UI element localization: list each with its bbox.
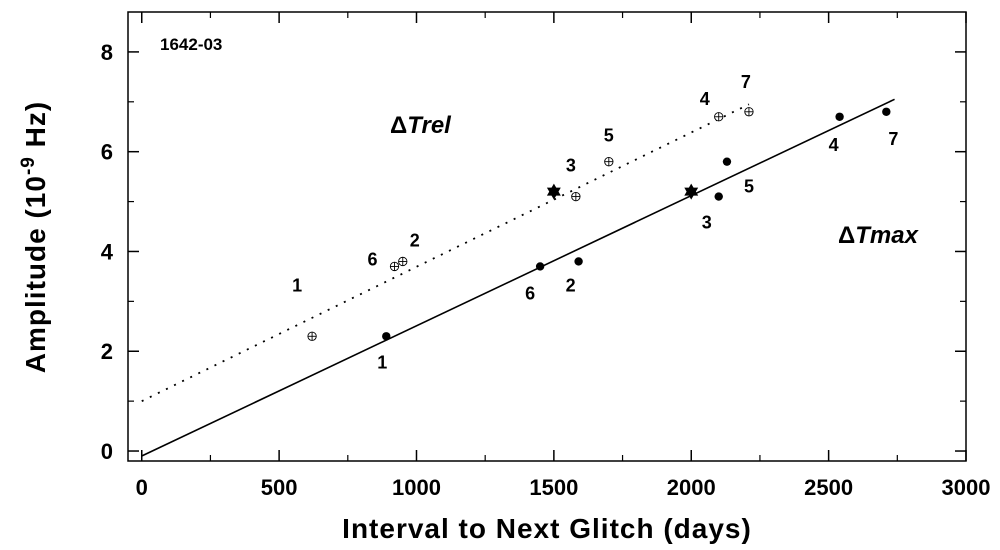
point-label-tmax: 1 [377,352,387,372]
x-tick-label: 2500 [804,475,853,500]
x-axis-title: Interval to Next Glitch (days) [342,513,752,544]
y-tick-label: 2 [101,339,113,364]
data-point-tmax [714,192,723,201]
chart-title: 1642-03 [160,35,222,54]
series-label-trel-symbol: Δ [390,112,407,139]
series-label-trel: ΔTrel [390,112,452,139]
series-label-tmax-text: Tmax [855,222,919,249]
data-points [307,107,891,341]
x-tick-label: 1500 [529,475,578,500]
point-label-tmax: 3 [702,213,712,233]
point-label-tmax: 5 [744,177,754,197]
data-point-tmax [722,157,732,166]
y-axis-title-unit: Hz) [20,101,51,156]
y-tick-label: 8 [101,40,113,65]
x-tick-label: 500 [261,475,298,500]
point-label-trel: 3 [566,156,576,176]
y-tick-label: 6 [101,140,113,165]
data-point-tmax [835,112,844,121]
point-label-tmax: 2 [566,275,576,295]
point-label-tmax: 7 [888,129,898,149]
data-point-trel [398,256,408,267]
data-point-trel [389,261,400,272]
x-axis-ticks: 0 500 1000 1500 2000 2500 3000 [136,12,991,500]
fit-line-tmax [141,98,895,457]
data-point-trel [714,112,724,122]
point-label-trel: 6 [368,249,378,269]
data-point-trel [744,107,754,117]
fit-lines [141,98,895,457]
point-label-trel: 7 [741,72,751,92]
data-point-tmax [382,332,391,341]
data-point-tmax [882,107,891,116]
point-label-tmax: 4 [829,135,839,155]
series-label-trel-text: Trel [407,112,452,139]
x-tick-label: 0 [136,475,148,500]
star-marker-tmax [684,183,699,200]
x-tick-label: 3000 [942,475,991,500]
point-label-trel: 5 [604,126,614,146]
y-axis-ticks: 0 2 4 6 8 [101,40,966,464]
point-labels: 1 2 3 4 5 6 7 1 2 3 4 5 6 7 [292,72,898,372]
data-point-trel [604,157,614,167]
point-label-trel: 1 [292,275,302,295]
data-point-trel [307,331,317,341]
point-label-tmax: 6 [525,283,535,303]
y-axis-title: Amplitude (10-9 Hz) [18,101,51,373]
data-point-tmax [535,262,545,271]
series-label-tmax-symbol: Δ [838,222,855,249]
data-point-tmax [574,257,583,266]
x-tick-label: 1000 [392,475,441,500]
point-label-trel: 2 [410,230,420,250]
x-tick-label: 2000 [667,475,716,500]
series-label-tmax: ΔTmax [838,222,920,249]
y-axis-title-main: Amplitude (10 [20,175,51,373]
point-label-trel: 4 [700,89,710,109]
star-marker-trel [546,183,561,200]
y-axis-title-exponent: -9 [18,156,39,175]
fit-line-trel [141,103,750,402]
y-tick-label: 4 [101,239,114,264]
plot-frame [127,11,967,462]
data-point-trel [571,191,581,202]
y-tick-label: 0 [101,439,113,464]
